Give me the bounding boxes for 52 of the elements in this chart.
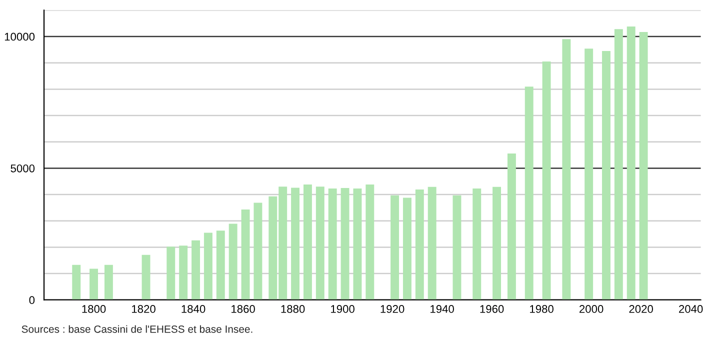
x-tick-label: 1900 [331,305,354,313]
x-tick-label: 2000 [580,305,604,313]
bar [340,188,350,300]
x-tick-label: 1920 [380,305,404,313]
bar [291,188,300,300]
bar [524,86,534,300]
bar [104,264,113,300]
y-tick-label: 5000 [10,164,35,172]
x-tick-label: 1840 [182,305,206,313]
y-tick-label: 10000 [4,32,35,41]
bar [415,190,424,300]
bar [353,188,362,300]
x-tick-label: 1980 [530,305,554,313]
bar [542,62,551,300]
x-tick-label: 1860 [232,305,255,313]
bar [216,230,225,300]
bar [472,188,482,300]
bar [639,32,648,300]
bar [390,195,400,300]
bar [366,184,374,300]
bar [254,202,262,300]
bar [626,26,636,300]
bar [428,186,436,300]
bar [166,246,176,300]
bar [507,153,516,300]
bar [452,195,462,300]
bar [72,264,81,300]
source-note: Sources : base Cassini de l'EHESS et base Insee. [22,325,252,333]
bar [584,48,594,300]
x-tick-label: 1820 [132,305,156,313]
x-tick-label: 2020 [629,305,653,313]
y-tick-label: 0 [29,296,35,304]
bar [402,198,412,300]
x-tick-label: 1880 [281,305,305,313]
x-tick-label: 1940 [430,305,454,313]
bar [328,188,337,300]
bar [303,184,312,300]
bar [179,246,188,300]
x-tick-label: 2040 [679,305,703,313]
x-tick-label: 1800 [82,305,106,313]
bar [241,210,250,300]
bar [192,240,200,300]
bar [602,51,610,300]
bar [90,268,98,300]
bar [316,186,324,300]
bar [492,186,502,300]
bar [562,39,571,300]
bar [204,232,212,300]
bar [228,224,238,300]
bar [614,29,623,300]
bar [142,254,150,300]
x-tick-label: 1960 [480,305,504,313]
